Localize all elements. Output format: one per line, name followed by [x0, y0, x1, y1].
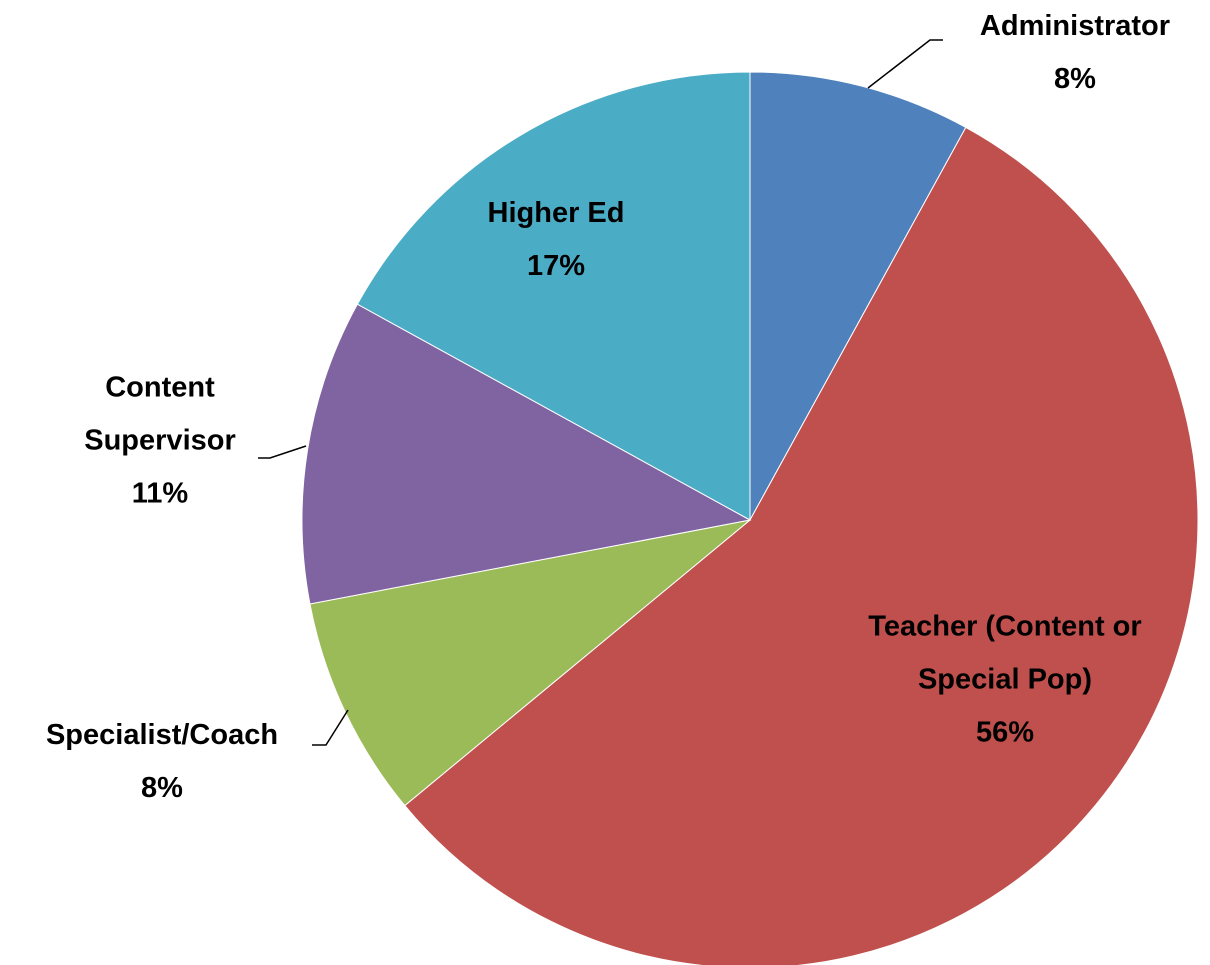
- pie: [301, 71, 1199, 965]
- pie-slice: [309, 519, 751, 807]
- category-label: Content Supervisor: [84, 371, 236, 457]
- category-label: Teacher (Content or Special Pop): [868, 610, 1142, 696]
- data-label: Content Supervisor 11%: [60, 362, 260, 521]
- value-label: 8%: [141, 772, 183, 804]
- leader-line: [312, 709, 349, 746]
- value-label: 11%: [131, 477, 189, 510]
- category-label: Higher Ed: [487, 197, 625, 229]
- category-label: Specialist/Coach: [45, 719, 279, 751]
- pie-slice: [356, 71, 751, 521]
- data-label: Administrator 8%: [945, 0, 1205, 106]
- value-label: 8%: [1054, 63, 1096, 95]
- pie-slice: [749, 71, 967, 521]
- value-label: 56%: [975, 716, 1035, 749]
- data-label: Teacher (Content or Special Pop) 56%: [845, 601, 1165, 760]
- leader-line: [258, 445, 307, 459]
- pie-slice: [301, 303, 752, 605]
- value-label: 17%: [526, 250, 586, 282]
- pie-slice: [404, 126, 1199, 965]
- category-label: Administrator: [979, 10, 1171, 42]
- data-label: Higher Ed 17%: [456, 187, 656, 293]
- leader-line: [867, 39, 943, 89]
- data-label: Specialist/Coach 8%: [2, 709, 322, 815]
